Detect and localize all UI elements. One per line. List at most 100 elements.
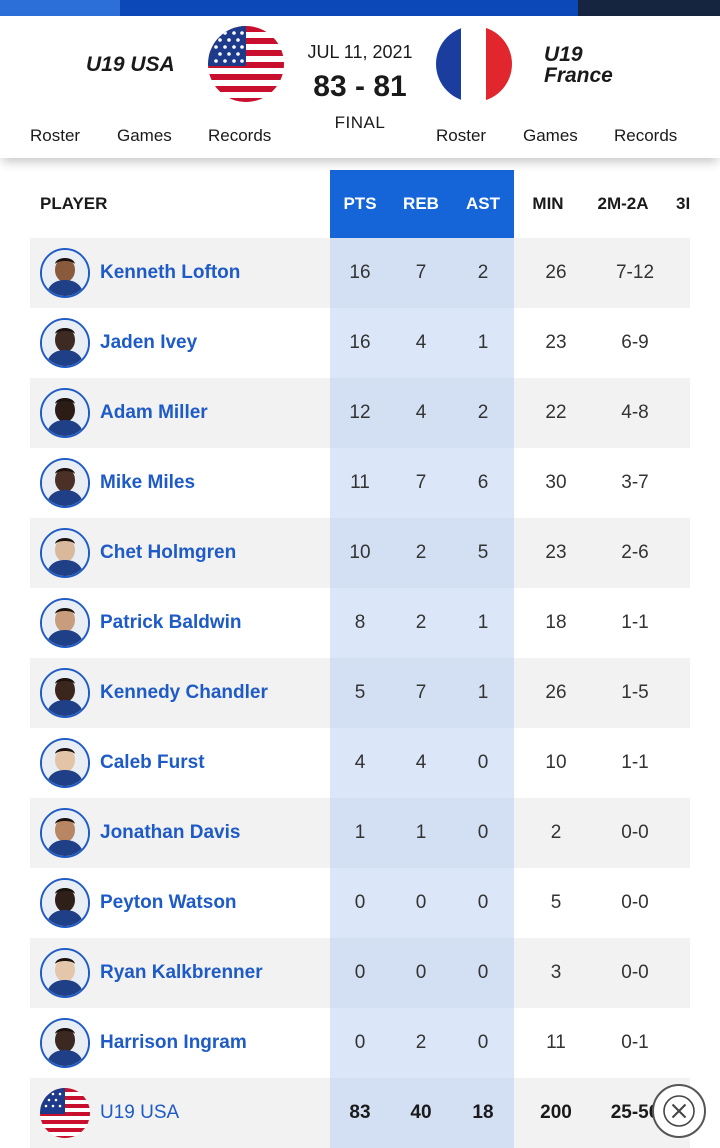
rebounds-cell: 2 <box>415 1032 427 1053</box>
two-point-made-attempted-cell: 2-6 <box>621 542 649 563</box>
points-cell: 16 <box>349 262 371 283</box>
two-point-made-attempted-cell: 7-12 <box>615 262 655 283</box>
pts-column-header[interactable]: PTS <box>343 194 377 213</box>
player-name-link[interactable]: Harrison Ingram <box>100 1032 247 1053</box>
player-avatar[interactable] <box>40 388 90 438</box>
away-records-link[interactable]: Records <box>614 126 678 145</box>
ast-column-header[interactable]: AST <box>466 194 500 213</box>
player-name-link[interactable]: Patrick Baldwin <box>100 612 242 633</box>
min-column-header[interactable]: MIN <box>532 194 564 213</box>
points-cell: 0 <box>354 962 366 983</box>
player-avatar[interactable] <box>40 318 90 368</box>
player-avatar[interactable] <box>40 248 90 298</box>
home-records-link[interactable]: Records <box>208 126 272 145</box>
player-avatar[interactable] <box>40 458 90 508</box>
rebounds-cell: 4 <box>415 402 427 423</box>
player-name-link[interactable]: Peyton Watson <box>100 892 237 913</box>
away-roster-link[interactable]: Roster <box>436 126 487 145</box>
two-point-made-attempted-cell: 3-7 <box>621 472 649 493</box>
player-avatar[interactable] <box>40 598 90 648</box>
player-avatar[interactable] <box>40 948 90 998</box>
table-row: Peyton Watson 0 0 0 5 0-0 <box>30 868 690 938</box>
home-roster-link[interactable]: Roster <box>30 126 81 145</box>
usa-flag-icon[interactable] <box>208 26 284 102</box>
assists-cell: 0 <box>477 892 489 913</box>
accent-segment <box>120 0 578 16</box>
minutes-cell: 23 <box>545 542 567 563</box>
two-point-made-attempted-cell: 4-8 <box>621 402 649 423</box>
two-point-made-attempted-cell: 1-1 <box>621 752 649 773</box>
player-avatar[interactable] <box>40 528 90 578</box>
highlight-cell <box>330 1078 514 1148</box>
table-row: Ryan Kalkbrenner 0 0 0 3 0-0 <box>30 938 690 1008</box>
highlight-cell <box>330 448 514 518</box>
points-cell: 10 <box>349 542 371 563</box>
player-avatar[interactable] <box>40 878 90 928</box>
assists-cell: 1 <box>477 332 489 353</box>
home-games-link[interactable]: Games <box>117 126 172 145</box>
rebounds-cell: 2 <box>415 612 427 633</box>
player-name-link[interactable]: Chet Holmgren <box>100 542 237 563</box>
assists-cell: 1 <box>477 682 489 703</box>
rebounds-cell: 1 <box>415 822 427 843</box>
player-column-header[interactable]: PLAYER <box>40 194 108 213</box>
assists-cell: 5 <box>477 542 489 563</box>
player-name-link[interactable]: Mike Miles <box>100 472 196 493</box>
player-avatar[interactable] <box>40 1018 90 1068</box>
highlight-cell <box>330 308 514 378</box>
player-avatar[interactable] <box>40 808 90 858</box>
highlight-cell <box>330 378 514 448</box>
points-cell: 1 <box>354 822 366 843</box>
minutes-cell: 30 <box>545 472 567 493</box>
minutes-cell: 200 <box>540 1102 572 1123</box>
two-point-made-attempted-cell: 25-50 <box>610 1102 660 1123</box>
player-avatar[interactable] <box>40 738 90 788</box>
highlight-cell <box>330 728 514 798</box>
three-made-column-header[interactable]: 3I <box>676 194 690 213</box>
table-row: Chet Holmgren 10 2 5 23 2-6 <box>30 518 690 588</box>
home-team-name[interactable]: U19 USA <box>86 53 175 76</box>
france-flag-icon[interactable] <box>436 26 512 102</box>
points-cell: 83 <box>349 1102 371 1123</box>
player-name-link[interactable]: Kennedy Chandler <box>100 682 268 703</box>
two-point-made-attempted-cell: 1-1 <box>621 612 649 633</box>
minutes-cell: 3 <box>550 962 562 983</box>
table-row: Mike Miles 11 7 6 30 3-7 <box>30 448 690 518</box>
close-button[interactable] <box>652 1084 706 1138</box>
rebounds-cell: 7 <box>415 472 427 493</box>
two-point-made-attempted-cell: 0-0 <box>621 822 649 843</box>
table-row: Adam Miller 12 4 2 22 4-8 <box>30 378 690 448</box>
player-name-link[interactable]: Adam Miller <box>100 402 208 423</box>
table-row: Patrick Baldwin 8 2 1 18 1-1 <box>30 588 690 658</box>
minutes-cell: 26 <box>545 262 567 283</box>
rebounds-cell: 40 <box>410 1102 432 1123</box>
points-cell: 0 <box>354 1032 366 1053</box>
table-row: Kenneth Lofton 16 7 2 26 7-12 <box>30 238 690 308</box>
player-name-link[interactable]: Caleb Furst <box>100 752 205 773</box>
player-name-link[interactable]: Ryan Kalkbrenner <box>100 962 263 983</box>
player-name-link[interactable]: Jaden Ivey <box>100 332 198 353</box>
two-point-made-attempted-cell: 0-0 <box>621 962 649 983</box>
reb-column-header[interactable]: REB <box>403 194 439 213</box>
highlight-header <box>330 170 514 238</box>
two-point-made-attempted-cell: 6-9 <box>621 332 649 353</box>
game-date: JUL 11, 2021 <box>307 42 413 62</box>
team-total-label: U19 USA <box>100 1102 180 1123</box>
player-name-link[interactable]: Jonathan Davis <box>100 822 241 843</box>
points-cell: 8 <box>354 612 366 633</box>
assists-cell: 0 <box>477 822 489 843</box>
assists-cell: 2 <box>477 262 489 283</box>
minutes-cell: 23 <box>545 332 567 353</box>
table-row: Harrison Ingram 0 2 0 11 0-1 <box>30 1008 690 1078</box>
highlight-cell <box>330 588 514 658</box>
rebounds-cell: 2 <box>415 542 427 563</box>
player-avatar[interactable] <box>40 668 90 718</box>
highlight-cell <box>330 798 514 868</box>
player-name-link[interactable]: Kenneth Lofton <box>100 262 241 283</box>
away-games-link[interactable]: Games <box>523 126 578 145</box>
two-made-column-header[interactable]: 2M-2A <box>597 194 649 213</box>
minutes-cell: 10 <box>545 752 567 773</box>
highlight-cell <box>330 938 514 1008</box>
points-cell: 12 <box>349 402 371 423</box>
away-team-name[interactable]: U19 France <box>544 43 613 87</box>
